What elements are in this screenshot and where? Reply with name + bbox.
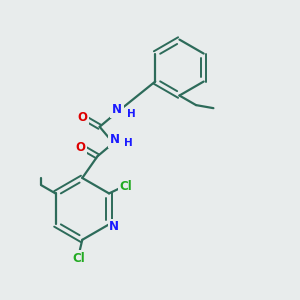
Text: N: N [112,103,122,116]
Text: O: O [76,141,86,154]
Text: O: O [78,111,88,124]
Text: Cl: Cl [119,181,132,194]
Text: H: H [124,138,133,148]
Text: H: H [127,109,135,118]
Text: Cl: Cl [72,252,85,265]
Text: N: N [110,220,119,233]
Text: N: N [110,133,120,146]
